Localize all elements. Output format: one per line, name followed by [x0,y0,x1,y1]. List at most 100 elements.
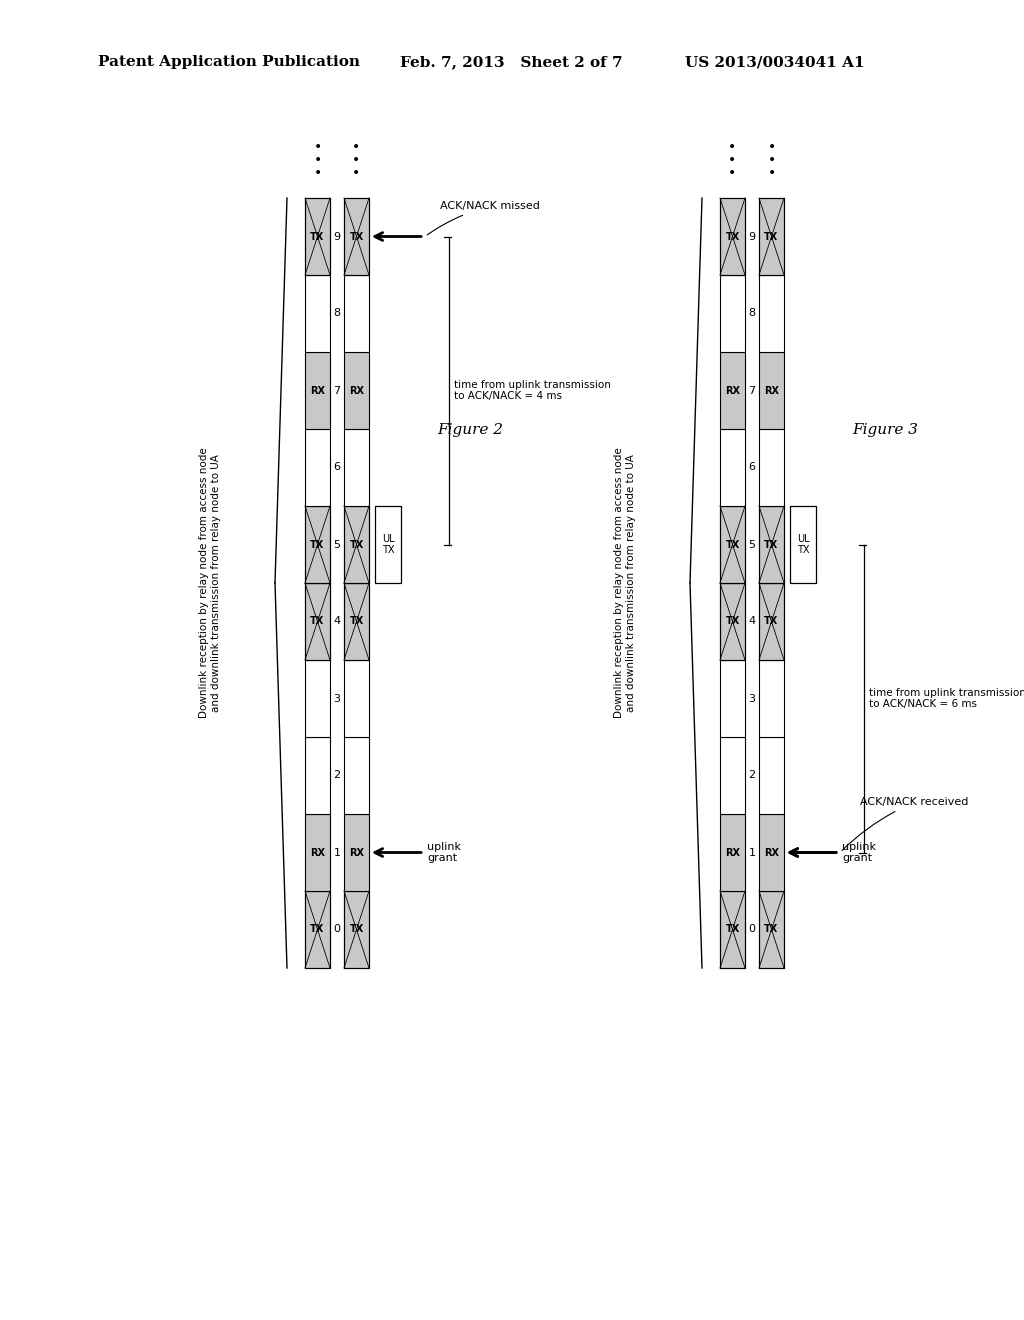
Text: RX: RX [349,847,364,858]
Bar [305,891,330,968]
Bar [305,429,330,506]
Text: •
•
•: • • • [313,140,322,180]
Text: RX: RX [764,847,779,858]
Text: 6: 6 [334,462,341,473]
Bar [344,429,369,506]
Bar [305,891,330,968]
Text: 3: 3 [334,693,341,704]
Text: TX: TX [349,540,364,549]
Text: TX: TX [349,616,364,627]
Text: TX: TX [764,231,778,242]
Bar [344,814,369,891]
Text: 0: 0 [334,924,341,935]
Text: RX: RX [310,385,325,396]
Text: 5: 5 [334,540,341,549]
Text: TX: TX [725,616,739,627]
Text: TX: TX [349,924,364,935]
Bar [344,891,369,968]
Bar [720,814,745,891]
Bar [305,660,330,737]
Text: TX: TX [764,924,778,935]
Bar [720,660,745,737]
Bar [344,891,369,968]
Bar [759,737,784,814]
Text: 8: 8 [334,309,341,318]
Bar [305,198,330,275]
Text: UL
TX: UL TX [382,535,394,554]
Text: 6: 6 [749,462,756,473]
Bar [759,814,784,891]
Bar [305,506,330,583]
Text: 5: 5 [749,540,756,549]
Bar [305,583,330,660]
Text: UL
TX: UL TX [797,535,809,554]
Text: 7: 7 [334,385,341,396]
Text: TX: TX [725,231,739,242]
Text: 2: 2 [749,771,756,780]
Text: uplink
grant: uplink grant [842,842,876,863]
Text: uplink
grant: uplink grant [427,842,461,863]
Bar [344,198,369,275]
Bar [720,352,745,429]
Bar [790,506,816,583]
Text: 1: 1 [334,847,341,858]
Bar [305,583,330,660]
Text: ACK/NACK missed: ACK/NACK missed [427,202,540,235]
Text: Patent Application Publication: Patent Application Publication [98,55,360,69]
Bar [720,198,745,275]
Bar [720,583,745,660]
Bar [759,583,784,660]
Text: Downlink reception by relay node from access node
and downlink transmission from: Downlink reception by relay node from ac… [614,447,636,718]
Bar [759,198,784,275]
Bar [344,275,369,352]
Text: TX: TX [764,616,778,627]
Text: •
•
•: • • • [728,140,736,180]
Bar [305,198,330,275]
Bar [344,737,369,814]
Bar [344,583,369,660]
Text: Figure 3: Figure 3 [852,422,918,437]
Text: TX: TX [310,616,325,627]
Bar [759,275,784,352]
Bar [759,583,784,660]
Bar [305,506,330,583]
Text: •
•
•: • • • [352,140,360,180]
Bar [305,814,330,891]
Text: TX: TX [310,540,325,549]
Text: RX: RX [310,847,325,858]
Bar [759,891,784,968]
Text: Figure 2: Figure 2 [437,422,503,437]
Text: •
•
•: • • • [767,140,775,180]
Bar [344,660,369,737]
Text: TX: TX [310,924,325,935]
Bar [720,275,745,352]
Text: RX: RX [349,385,364,396]
Bar [759,198,784,275]
Text: 2: 2 [334,771,341,780]
Text: 4: 4 [749,616,756,627]
Text: 4: 4 [334,616,341,627]
Bar [344,506,369,583]
Bar [720,891,745,968]
Bar [720,506,745,583]
Text: 0: 0 [749,924,756,935]
Bar [759,506,784,583]
Text: TX: TX [349,231,364,242]
Bar [344,506,369,583]
Bar [720,429,745,506]
Text: RX: RX [764,385,779,396]
Text: ACK/NACK received: ACK/NACK received [842,797,969,850]
Text: US 2013/0034041 A1: US 2013/0034041 A1 [685,55,864,69]
Bar [344,352,369,429]
Text: TX: TX [310,231,325,242]
Bar [759,352,784,429]
Text: TX: TX [725,540,739,549]
Text: 7: 7 [749,385,756,396]
Bar [759,429,784,506]
Text: 9: 9 [334,231,341,242]
Bar [759,506,784,583]
Text: RX: RX [725,847,740,858]
Text: Downlink reception by relay node from access node
and downlink transmission from: Downlink reception by relay node from ac… [200,447,221,718]
Bar [759,891,784,968]
Bar [720,737,745,814]
